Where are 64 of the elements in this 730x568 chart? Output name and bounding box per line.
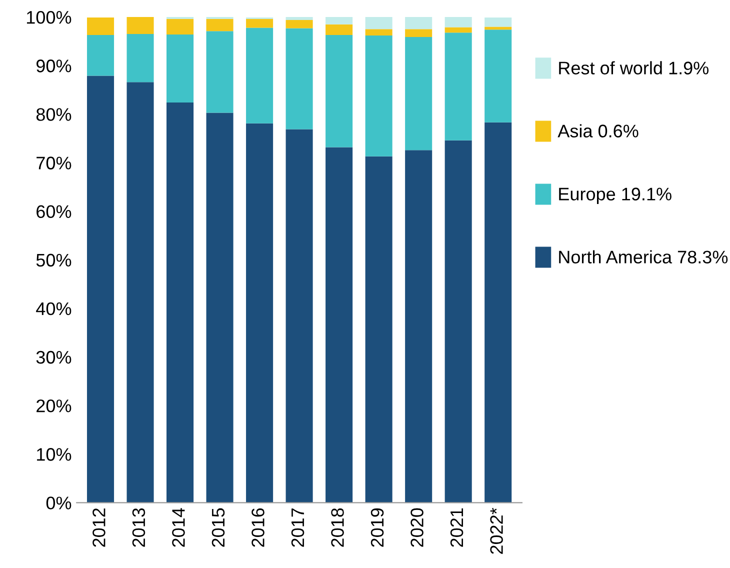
x-tick-label: 2012 — [92, 508, 106, 547]
bar — [326, 17, 353, 24]
bar — [365, 29, 392, 36]
y-tick-label: 30% — [36, 350, 72, 364]
bar — [86, 18, 114, 36]
bar — [286, 28, 313, 130]
bar — [286, 17, 313, 20]
x-tick-label: 2016 — [252, 508, 264, 547]
x-tick-label: 2017 — [291, 508, 304, 547]
x-tick-label: 2019 — [370, 508, 384, 547]
y-tick-label: 60% — [36, 205, 72, 218]
bar — [126, 34, 154, 82]
bar — [86, 76, 114, 503]
y-tick-label: 20% — [36, 399, 72, 412]
bar — [484, 30, 512, 122]
bar — [326, 147, 353, 503]
legend-label: North America 78.3% — [559, 250, 728, 264]
legend-label: Asia 0.6% — [558, 124, 638, 138]
y-tick-label: 100% — [26, 10, 72, 24]
bar — [484, 122, 512, 503]
bar — [405, 36, 432, 150]
x-tick-label: 2021 — [450, 508, 464, 547]
x-tick-label: 2014 — [172, 508, 185, 547]
y-tick-label: 80% — [36, 108, 72, 121]
bar — [246, 28, 274, 124]
bar — [405, 150, 432, 503]
bar — [444, 140, 472, 503]
legend-label: Rest of world 1.9% — [559, 61, 709, 74]
bar — [246, 123, 274, 503]
y-tick-label: 0% — [46, 496, 72, 510]
x-tick-label: 2022* — [490, 508, 503, 554]
bar — [86, 35, 114, 76]
bar — [206, 112, 234, 503]
bar — [405, 29, 432, 37]
bar — [126, 82, 154, 503]
bar — [326, 35, 353, 148]
bar — [365, 17, 392, 30]
y-tick-label: 90% — [36, 60, 72, 72]
bar — [166, 34, 194, 103]
y-tick-label: 10% — [37, 448, 72, 461]
bar — [444, 32, 472, 140]
bar — [246, 18, 274, 28]
bar — [166, 18, 194, 35]
bar — [206, 18, 234, 32]
x-tick-label: 2015 — [212, 508, 225, 547]
bar — [365, 35, 392, 156]
y-tick-label: 40% — [36, 302, 72, 316]
y-tick-label: 70% — [36, 156, 72, 170]
bar — [286, 20, 313, 28]
x-tick-label: 2018 — [331, 508, 344, 547]
bar — [365, 156, 392, 503]
bar — [286, 129, 313, 503]
legend-label: Europe 19.1% — [559, 188, 672, 204]
y-tick-label: 50% — [36, 254, 72, 267]
bar — [126, 17, 154, 34]
bar — [206, 31, 234, 113]
bar — [326, 24, 353, 36]
bar — [405, 17, 432, 30]
bar — [484, 18, 512, 27]
x-tick-label: 2020 — [410, 508, 424, 547]
bar — [444, 17, 472, 28]
bar — [444, 27, 472, 33]
bar — [166, 102, 194, 503]
x-tick-label: 2013 — [132, 508, 146, 547]
